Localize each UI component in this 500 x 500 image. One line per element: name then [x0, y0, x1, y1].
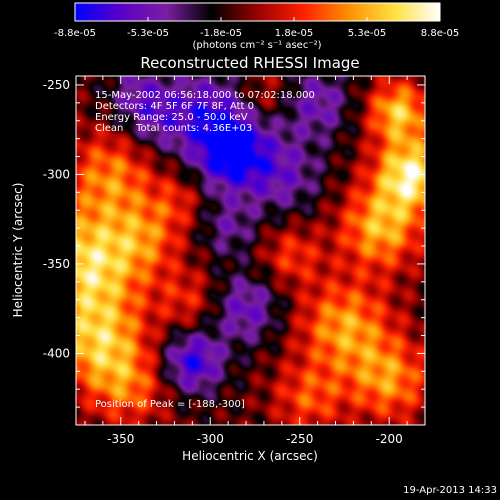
annotation-detectors: Detectors: 4F 5F 6F 7F 8F, Att 0	[95, 101, 254, 112]
chart-title: Reconstructed RHESSI Image	[140, 54, 359, 72]
colorbar-tick-label: -5.3e-05	[127, 28, 169, 39]
x-tick-label: -200	[376, 432, 403, 446]
colorbar: -8.8e-05 -5.3e-05 -1.8e-05 1.8e-05 5.3e-05 8.…	[54, 2, 459, 51]
y-axis-label: Heliocentric Y (arcsec)	[11, 183, 25, 318]
annotation-energy-range: Energy Range: 25.0 - 50.0 keV	[95, 112, 248, 123]
colorbar-tick-label: -8.8e-05	[54, 28, 96, 39]
axis-ticks: -350 -300 -250 -200 -250 -300 -350 -400	[43, 76, 426, 446]
heatmap-image	[76, 76, 425, 425]
y-tick-label: -400	[43, 346, 70, 360]
peak-position-label: Position of Peak = [-188,-300]	[95, 399, 245, 410]
y-tick-label: -350	[43, 257, 70, 271]
colorbar-tick-label: 5.3e-05	[348, 28, 386, 39]
y-tick-label: -300	[43, 167, 70, 181]
colorbar-tick-label: 1.8e-05	[275, 28, 313, 39]
colorbar-ticks: -8.8e-05 -5.3e-05 -1.8e-05 1.8e-05 5.3e-05 8.…	[54, 17, 459, 39]
x-tick-label: -350	[107, 432, 134, 446]
x-tick-label: -300	[197, 432, 224, 446]
colorbar-tick-label: 8.8e-05	[421, 28, 459, 39]
annotation-time-range: 15-May-2002 06:56:18.000 to 07:02:18.000	[95, 90, 315, 101]
colorbar-unit-label: (photons cm⁻² s⁻¹ asec⁻²)	[192, 40, 321, 51]
x-tick-label: -250	[286, 432, 313, 446]
colorbar-ramp	[74, 2, 441, 22]
x-axis-label: Heliocentric X (arcsec)	[182, 449, 318, 463]
colorbar-tick-label: -1.8e-05	[200, 28, 242, 39]
plot-frame	[75, 75, 426, 426]
annotation-clean-counts: Clean Total counts: 4.36E+03	[95, 123, 252, 134]
annotation-block: 15-May-2002 06:56:18.000 to 07:02:18.000…	[95, 90, 315, 134]
y-tick-label: -250	[43, 78, 70, 92]
plot-area: -350 -300 -250 -200 -250 -300 -350 -400	[43, 75, 426, 446]
footer-timestamp: 19-Apr-2013 14:33	[403, 485, 497, 496]
